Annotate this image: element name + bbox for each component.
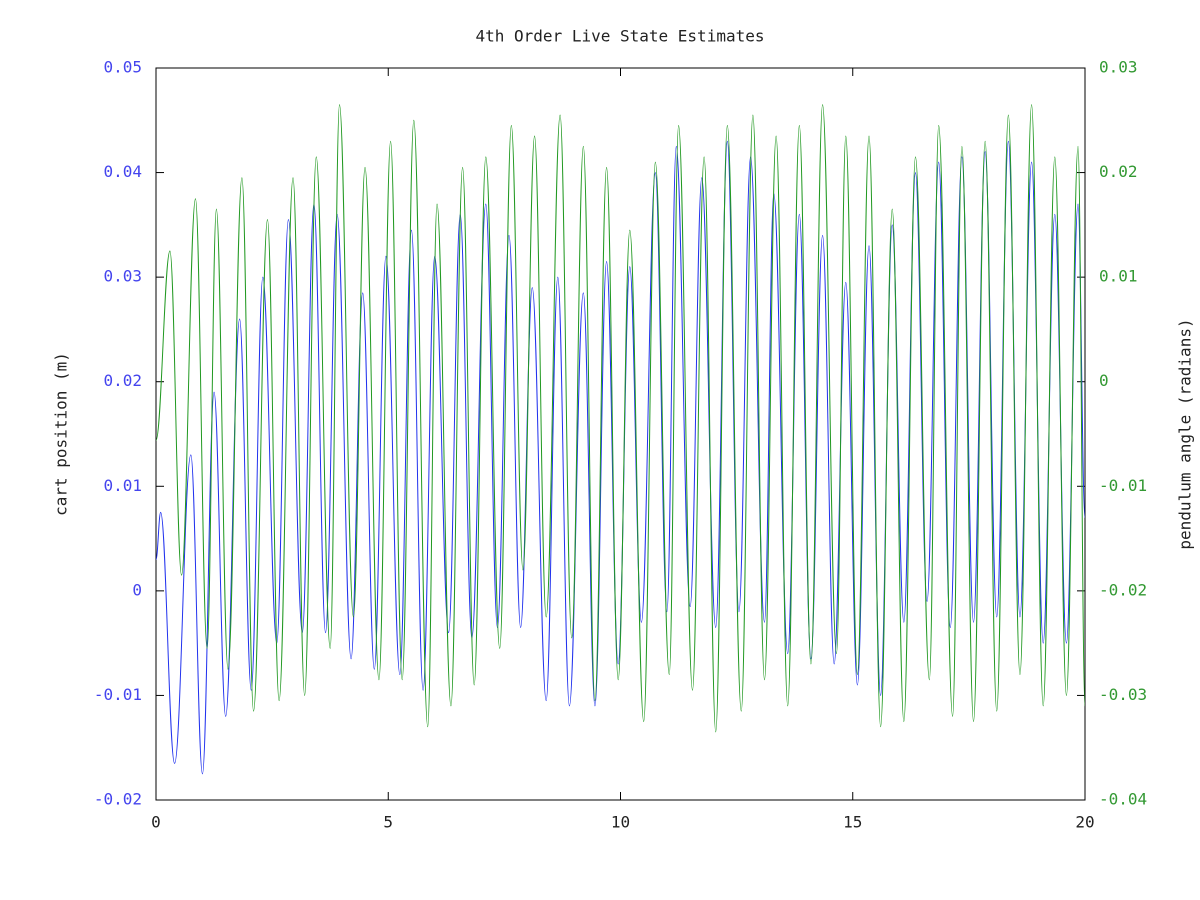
y2-tick-label: 0 <box>1099 371 1109 390</box>
x-tick-label: 15 <box>843 813 862 832</box>
y2-tick-label: -0.04 <box>1099 790 1147 809</box>
y2-axis-label: pendulum angle (radians) <box>1176 318 1195 549</box>
y2-tick-label: -0.02 <box>1099 580 1147 599</box>
y-tick-label: -0.01 <box>94 685 142 704</box>
x-tick-label: 0 <box>151 813 161 832</box>
y2-tick-label: 0.03 <box>1099 58 1138 77</box>
y-axis-label: cart position (m) <box>52 352 71 516</box>
y-tick-label: 0.01 <box>103 476 142 495</box>
y-tick-label: 0.02 <box>103 371 142 390</box>
chart-title: 4th Order Live State Estimates <box>476 27 765 46</box>
x-tick-label: 5 <box>383 813 393 832</box>
y2-tick-label: -0.03 <box>1099 685 1147 704</box>
y-tick-label: 0.04 <box>103 162 142 181</box>
series-line <box>155 104 1086 733</box>
y2-tick-label: 0.02 <box>1099 162 1138 181</box>
y2-tick-label: 0.01 <box>1099 267 1138 286</box>
y-tick-label: 0.05 <box>103 58 142 77</box>
y-tick-label: 0 <box>132 580 142 599</box>
y-tick-label: -0.02 <box>94 790 142 809</box>
x-tick-label: 20 <box>1075 813 1094 832</box>
y-tick-label: 0.03 <box>103 267 142 286</box>
x-tick-label: 10 <box>611 813 630 832</box>
y2-tick-label: -0.01 <box>1099 476 1147 495</box>
